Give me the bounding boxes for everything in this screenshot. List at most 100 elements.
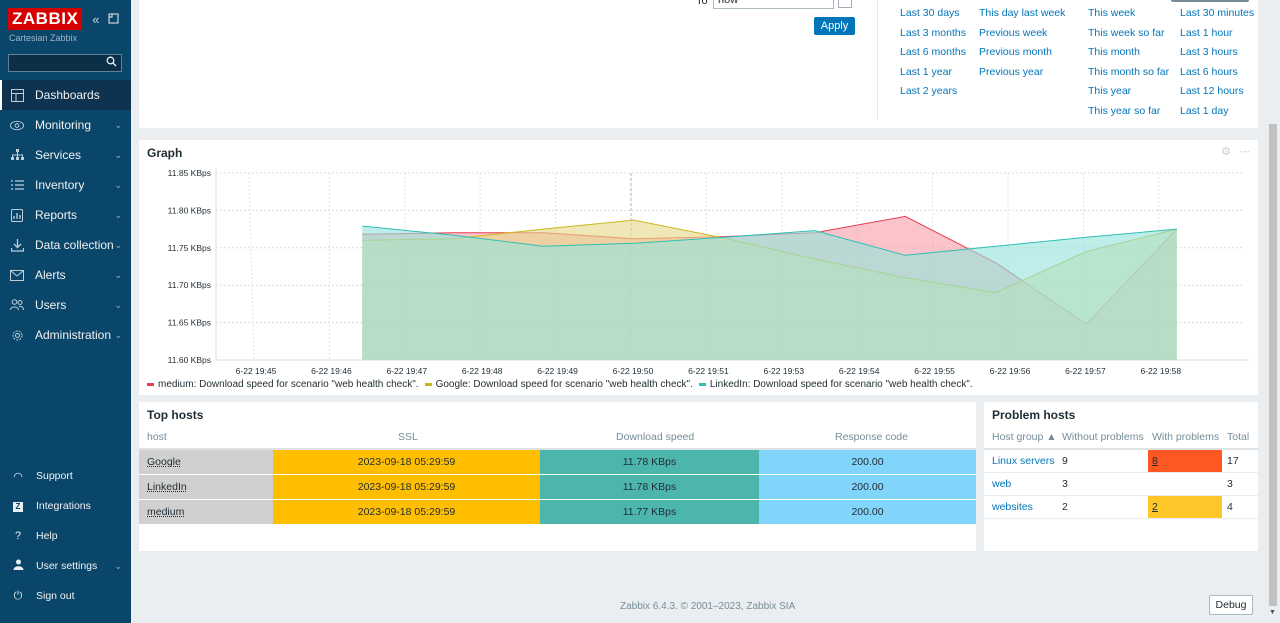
host-cell[interactable]: Google — [139, 450, 273, 474]
main-menu: Dashboards Monitoring ⌄ Services ⌄ Inven… — [0, 80, 131, 350]
legend-item: LinkedIn: Download speed for scenario "w… — [698, 379, 973, 390]
users-icon — [10, 298, 24, 312]
host-group-link[interactable]: websites — [992, 501, 1033, 513]
quick-range-link[interactable]: This month — [1088, 46, 1140, 58]
chevron-down-icon: ⌄ — [114, 329, 122, 340]
quick-range-link[interactable]: This week — [1088, 7, 1136, 19]
widget-more-icon[interactable]: ⋯ — [1239, 146, 1250, 158]
x-tick-label: 6-22 19:58 — [1140, 366, 1181, 376]
x-tick-label: 6-22 19:55 — [914, 366, 955, 376]
quick-range-link[interactable]: Last 1 year — [900, 65, 952, 78]
quick-range-link[interactable]: Last 3 hours — [1180, 46, 1238, 58]
menu-item-monitoring[interactable]: Monitoring ⌄ — [0, 110, 131, 140]
quick-range-link[interactable]: Last 6 hours — [1180, 65, 1238, 78]
widget-title: Top hosts — [147, 408, 204, 422]
y-tick-label: 11.70 KBps — [168, 280, 211, 290]
quick-range-link[interactable]: Last 6 months — [900, 46, 966, 58]
scroll-down-arrow-icon[interactable]: ▼ — [1269, 609, 1276, 616]
power-icon: ⏻ — [13, 589, 23, 602]
with-problems-cell[interactable]: 8 — [1148, 450, 1222, 472]
menu-item-support[interactable]: ◠ Support — [0, 461, 131, 491]
top-hosts-widget: Top hosts host SSL Download speed Respon… — [139, 402, 976, 551]
quick-range-link[interactable]: Previous week — [979, 26, 1048, 39]
widget-settings-icon[interactable]: ⚙ — [1221, 146, 1231, 158]
ssl-cell: 2023-09-18 05:29:59 — [273, 475, 540, 499]
menu-label: User settings — [36, 560, 98, 572]
collapse-sidebar-icon[interactable]: « — [92, 11, 100, 27]
quick-range-link[interactable]: Last 30 days — [900, 7, 960, 19]
graph-chart: 11.85 KBps 11.80 KBps 11.75 KBps 11.70 KBps… — [168, 168, 1249, 376]
question-icon: ? — [14, 530, 22, 542]
column-header: Response code — [835, 431, 908, 443]
sidebar-search-input[interactable] — [8, 54, 122, 72]
menu-item-help[interactable]: ? Help — [0, 521, 131, 551]
quick-range-link[interactable]: Last 3 months — [900, 26, 966, 39]
y-tick-label: 11.65 KBps — [168, 318, 211, 328]
quick-ranges-col4: Last 30 minutes Last 1 hour Last 3 hours… — [1180, 4, 1254, 121]
calendar-icon[interactable] — [838, 0, 852, 8]
menu-item-administration[interactable]: Administration ⌄ — [0, 320, 131, 350]
menu-item-sign-out[interactable]: ⏻ Sign out — [0, 581, 131, 611]
envelope-icon — [10, 268, 24, 282]
menu-item-inventory[interactable]: Inventory ⌄ — [0, 170, 131, 200]
menu-label: Data collection — [35, 238, 114, 252]
y-tick-label: 11.75 KBps — [168, 243, 211, 253]
search-icon[interactable] — [106, 56, 117, 70]
host-group-link[interactable]: Linux servers — [992, 455, 1055, 467]
menu-item-alerts[interactable]: Alerts ⌄ — [0, 260, 131, 290]
x-tick-label: 6-22 19:49 — [537, 366, 578, 376]
kiosk-mode-icon[interactable] — [107, 12, 119, 27]
quick-range-link[interactable]: Previous month — [979, 46, 1052, 58]
menu-label: Monitoring — [35, 118, 92, 132]
apply-button[interactable]: Apply — [814, 17, 855, 35]
x-tick-label: 6-22 19:47 — [386, 366, 427, 376]
column-header: With problems — [1152, 431, 1220, 443]
page-scrollbar[interactable]: ▼ — [1266, 0, 1280, 623]
quick-range-link[interactable]: Last 2 years — [900, 85, 958, 97]
quick-range-link[interactable]: This month so far — [1088, 65, 1170, 78]
dashboard-icon — [10, 88, 24, 102]
quick-range-link[interactable]: This year so far — [1088, 104, 1161, 117]
menu-item-users[interactable]: Users ⌄ — [0, 290, 131, 320]
quick-range-link[interactable]: Last 1 day — [1180, 104, 1229, 117]
chevron-down-icon: ⌄ — [114, 269, 122, 280]
host-group-link[interactable]: web — [992, 478, 1012, 490]
with-problems-cell[interactable]: 2 — [1148, 496, 1222, 518]
scrollbar-thumb[interactable] — [1269, 124, 1277, 606]
menu-label: Users — [35, 298, 67, 312]
table-row: websites 2 2 4 — [984, 496, 1258, 519]
column-header: host — [147, 431, 167, 443]
menu-label: Support — [36, 470, 73, 482]
total-cell: 3 — [1227, 478, 1233, 490]
debug-button[interactable]: Debug — [1209, 595, 1253, 615]
quick-range-link[interactable]: This week so far — [1088, 26, 1165, 39]
menu-item-reports[interactable]: Reports ⌄ — [0, 200, 131, 230]
zabbix-logo[interactable]: ZABBIX — [8, 8, 83, 30]
chevron-down-icon: ⌄ — [114, 209, 122, 220]
to-label: To — [696, 0, 708, 7]
menu-item-user-settings[interactable]: User settings ⌄ — [0, 551, 131, 581]
graph-widget: 11.85 KBps 11.80 KBps 11.75 KBps 11.70 KBps… — [139, 140, 1258, 395]
menu-label: Services — [35, 148, 82, 162]
menu-item-dashboards[interactable]: Dashboards — [0, 80, 131, 110]
quick-range-link[interactable]: Last 30 minutes — [1180, 7, 1255, 19]
sidebar: ZABBIX « Cartesian Zabbix Dashboards Mon… — [0, 0, 131, 623]
quick-range-link[interactable]: This year — [1088, 85, 1132, 97]
host-cell[interactable]: medium — [139, 500, 273, 524]
menu-label: Administration — [35, 328, 112, 342]
time-tab-button[interactable] — [1171, 0, 1249, 2]
logo-row: ZABBIX « — [8, 8, 119, 30]
menu-item-integrations[interactable]: Z Integrations — [0, 491, 131, 521]
menu-item-services[interactable]: Services ⌄ — [0, 140, 131, 170]
quick-range-link[interactable]: This day last week — [979, 7, 1066, 19]
column-header-host-group[interactable]: Host group ▲ — [992, 431, 1057, 443]
column-header: Total — [1227, 431, 1250, 443]
widget-title: Graph — [147, 146, 183, 160]
quick-range-link[interactable]: Previous year — [979, 65, 1044, 78]
menu-item-data-collection[interactable]: Data collection ⌄ — [0, 230, 131, 260]
quick-range-link[interactable]: Last 1 hour — [1180, 26, 1233, 39]
server-name: Cartesian Zabbix — [9, 33, 78, 43]
to-time-input[interactable]: now — [713, 0, 834, 9]
quick-range-link[interactable]: Last 12 hours — [1180, 85, 1244, 97]
host-cell[interactable]: LinkedIn — [139, 475, 273, 499]
